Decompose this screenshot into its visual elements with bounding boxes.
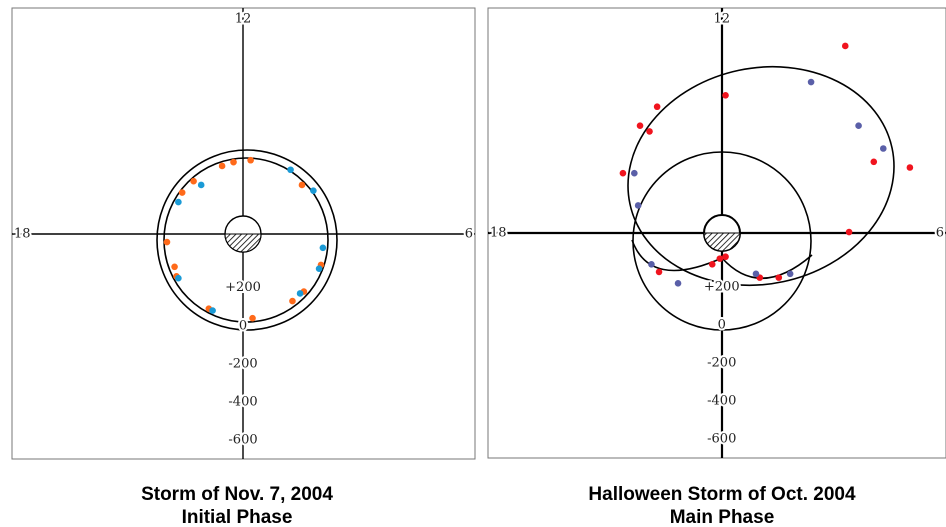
data-point — [163, 238, 171, 246]
data-point — [855, 122, 862, 130]
y-tick-label: 0 — [718, 318, 726, 333]
data-point — [175, 198, 182, 206]
data-point — [648, 261, 655, 268]
data-point — [845, 228, 853, 236]
data-point — [289, 297, 296, 305]
data-point — [247, 156, 254, 164]
y-tick-label: -400 — [707, 394, 736, 409]
dial-label: 18 — [14, 227, 31, 242]
data-point — [178, 189, 186, 196]
y-tick-label: -200 — [707, 356, 736, 371]
chart-title: Storm of Nov. 7, 2004 — [141, 484, 333, 505]
data-point — [646, 128, 653, 135]
reference-circle — [156, 149, 338, 331]
y-tick-label: 0 — [239, 318, 247, 333]
y-tick-label: +200 — [225, 280, 261, 295]
dial-label: 12 — [713, 12, 730, 27]
y-tick-label: -600 — [228, 432, 257, 447]
data-point — [636, 122, 644, 130]
y-tick-label: -200 — [228, 356, 257, 371]
reference-curve — [627, 65, 895, 287]
data-point — [218, 162, 226, 170]
data-point — [619, 169, 627, 177]
data-point — [171, 263, 178, 271]
y-tick-label: +200 — [704, 280, 740, 295]
y-tick-label: -400 — [228, 394, 257, 409]
data-point — [175, 274, 182, 282]
data-point — [879, 145, 887, 152]
data-point — [775, 274, 783, 281]
data-point — [653, 103, 661, 111]
data-point — [655, 268, 663, 276]
data-point — [190, 177, 197, 185]
data-point — [319, 244, 327, 252]
data-point — [752, 270, 760, 278]
chart-subtitle: Main Phase — [670, 507, 775, 527]
data-point — [634, 202, 642, 209]
data-point — [716, 255, 724, 262]
data-point — [906, 164, 914, 171]
data-point — [807, 78, 815, 86]
data-point — [287, 166, 294, 174]
earth-night — [703, 232, 741, 252]
data-point — [722, 92, 729, 99]
data-point — [786, 270, 794, 278]
earth-night — [224, 233, 262, 253]
data-point — [249, 314, 256, 322]
data-point — [722, 253, 729, 261]
dial-label: 6 — [936, 226, 944, 241]
dial-label: 12 — [235, 12, 252, 27]
data-point — [230, 158, 237, 166]
reference-circle — [163, 157, 329, 323]
data-point — [197, 181, 205, 189]
data-point — [296, 290, 304, 297]
chart-subtitle: Initial Phase — [182, 507, 293, 527]
data-point — [870, 158, 878, 166]
data-point — [708, 261, 716, 268]
data-point — [315, 265, 323, 273]
data-point — [631, 169, 638, 177]
dial-label: 18 — [490, 226, 507, 241]
y-tick-label: -600 — [707, 432, 736, 447]
data-point — [310, 187, 317, 194]
data-point — [298, 181, 306, 189]
data-point — [674, 280, 682, 287]
chart-title: Halloween Storm of Oct. 2004 — [588, 484, 856, 505]
data-point — [209, 307, 216, 314]
data-point — [841, 42, 849, 50]
dial-label: 6 — [465, 227, 473, 242]
